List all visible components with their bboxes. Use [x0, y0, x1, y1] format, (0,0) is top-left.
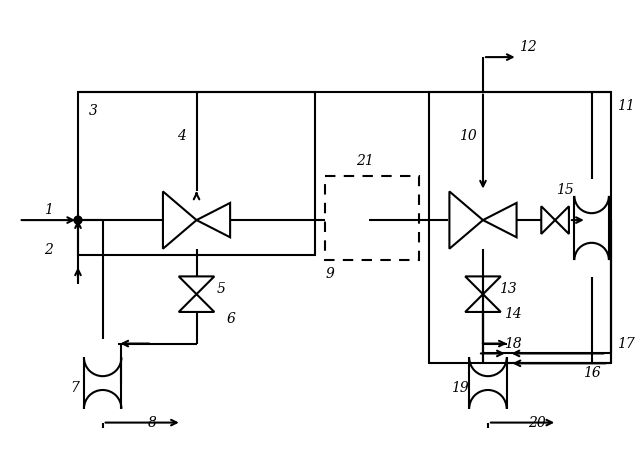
- Text: 19: 19: [451, 381, 469, 395]
- Text: 15: 15: [556, 183, 574, 197]
- Text: 9: 9: [326, 268, 334, 282]
- Text: 11: 11: [618, 100, 635, 113]
- Circle shape: [74, 216, 82, 224]
- Text: 4: 4: [177, 129, 186, 143]
- Text: 17: 17: [618, 337, 635, 350]
- Text: 21: 21: [356, 154, 373, 168]
- Text: 6: 6: [227, 312, 236, 326]
- Text: 16: 16: [583, 366, 600, 380]
- Bar: [325, 176, 419, 260]
- Text: 10: 10: [460, 129, 477, 143]
- Text: 1: 1: [44, 203, 52, 217]
- Text: 13: 13: [499, 282, 516, 296]
- Text: 12: 12: [518, 40, 536, 54]
- Text: 7: 7: [70, 381, 79, 395]
- Text: 8: 8: [148, 415, 157, 430]
- Text: 20: 20: [529, 415, 546, 430]
- Text: 5: 5: [217, 282, 226, 296]
- Text: 18: 18: [504, 337, 522, 350]
- Bar: [429, 91, 611, 364]
- Bar: [78, 91, 315, 255]
- Text: 14: 14: [504, 307, 522, 321]
- Text: 3: 3: [88, 105, 97, 118]
- Text: 2: 2: [44, 243, 52, 257]
